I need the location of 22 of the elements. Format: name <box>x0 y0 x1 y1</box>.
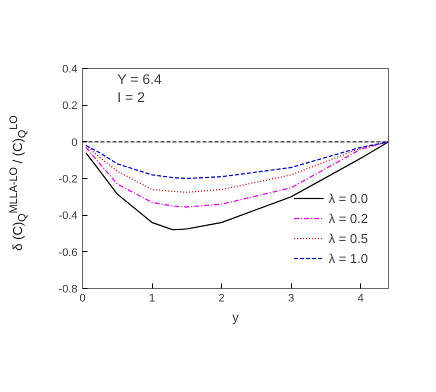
x-tick-label: 1 <box>148 292 156 304</box>
y-tick-label: -0.4 <box>58 210 78 222</box>
y-tick-label: -0.8 <box>58 284 78 296</box>
y-tick-label: -0.2 <box>58 174 78 186</box>
x-tick-label: 4 <box>358 292 364 304</box>
y-tick-label: 0.2 <box>62 100 78 112</box>
x-tick-label: 3 <box>288 292 294 304</box>
y-tick-label: 0.4 <box>62 64 78 76</box>
legend-label: λ = 1.0 <box>328 250 368 266</box>
line-series <box>85 141 388 193</box>
y-tick-label: 0 <box>71 136 78 149</box>
line-series <box>85 141 388 180</box>
x-axis-title: y <box>232 310 240 324</box>
annotation: Y = 6.4 <box>117 70 162 87</box>
annotation: I = 2 <box>117 89 146 106</box>
legend-label: λ = 0.2 <box>328 210 368 226</box>
line-series <box>85 141 388 208</box>
x-tick-label: 0 <box>79 292 86 304</box>
legend-label: λ = 0.0 <box>328 190 368 206</box>
y-tick-label: -0.6 <box>58 246 78 259</box>
x-tick-label: 2 <box>218 292 225 304</box>
legend-label: λ = 0.5 <box>328 230 368 246</box>
